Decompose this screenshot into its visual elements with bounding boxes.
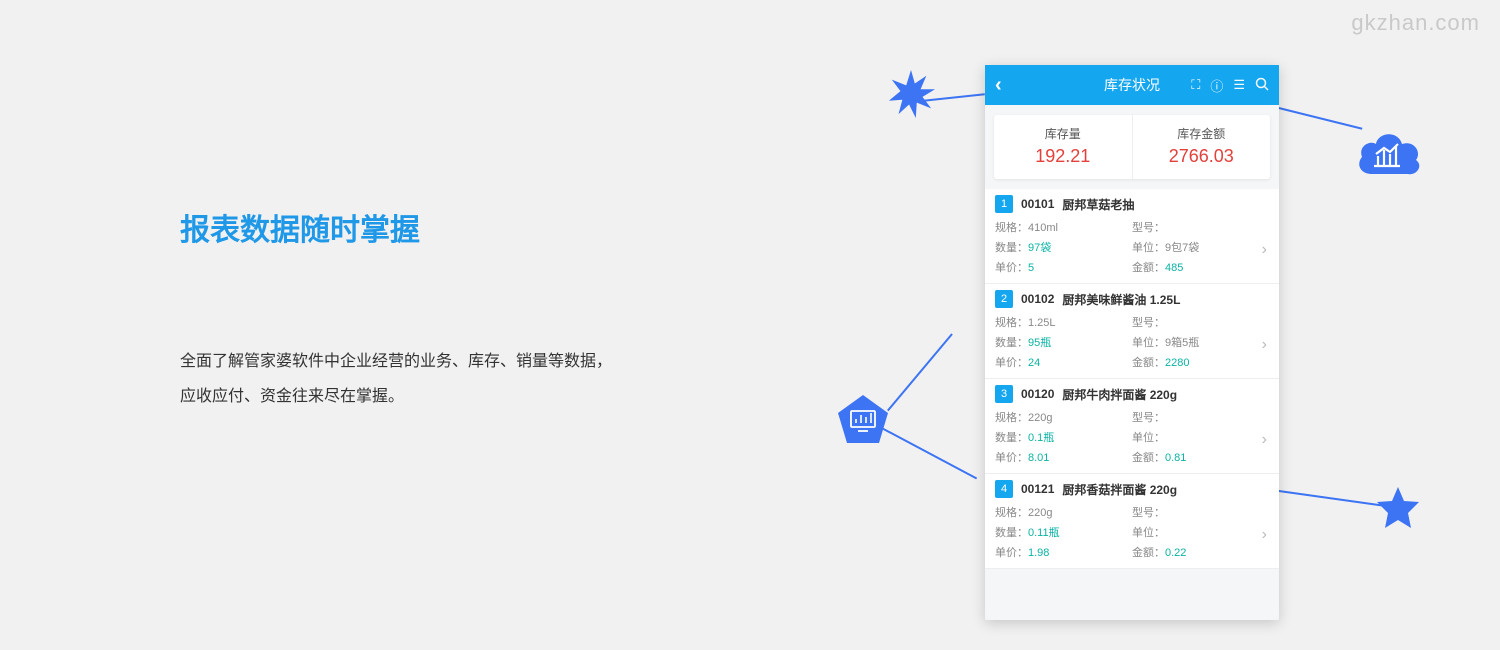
- connector-line: [1279, 490, 1386, 507]
- stock-quantity[interactable]: 库存量 192.21: [994, 115, 1133, 179]
- description: 全面了解管家婆软件中企业经营的业务、库存、销量等数据，应收应付、资金往来尽在掌握…: [180, 344, 620, 414]
- monitor-pentagon-icon: [836, 393, 890, 447]
- info-icon[interactable]: ⓘ: [1210, 76, 1223, 95]
- watermark: gkzhan.com: [1351, 10, 1480, 36]
- item-name: 厨邦牛肉拌面酱 220g: [1062, 386, 1177, 403]
- summary-card: 库存量 192.21 库存金额 2766.03: [994, 115, 1270, 179]
- summary-value: 2766.03: [1133, 146, 1271, 167]
- list-icon[interactable]: ☰: [1233, 77, 1245, 93]
- summary-value: 192.21: [994, 146, 1132, 167]
- search-icon[interactable]: [1255, 77, 1269, 94]
- item-details: 规格：410ml 型号： 数量：97袋 单位：9包7袋 单价：5 金额：485 …: [985, 217, 1279, 283]
- item-details: 规格：220g 型号： 数量：0.11瓶 单位： 单价：1.98 金额：0.22…: [985, 502, 1279, 568]
- unit-field: 单位：: [1132, 524, 1269, 540]
- stock-amount[interactable]: 库存金额 2766.03: [1133, 115, 1271, 179]
- item-details: 规格：1.25L 型号： 数量：95瓶 单位：9箱5瓶 单价：24 金额：228…: [985, 312, 1279, 378]
- item-number: 1: [995, 195, 1013, 213]
- summary-label: 库存量: [994, 125, 1132, 142]
- item-number: 2: [995, 290, 1013, 308]
- chart-cloud-icon: [1354, 126, 1424, 181]
- app-header: ‹ 库存状况 ⛶ ⓘ ☰: [985, 65, 1279, 105]
- amount-field: 金额：2280: [1132, 354, 1269, 370]
- item-code: 00120: [1021, 387, 1054, 401]
- spec-field: 规格：220g: [995, 504, 1132, 520]
- qty-field: 数量：0.1瓶: [995, 429, 1132, 445]
- price-field: 单价：24: [995, 354, 1132, 370]
- unit-field: 单位：9包7袋: [1132, 239, 1269, 255]
- summary-label: 库存金额: [1133, 125, 1271, 142]
- amount-field: 金额：0.81: [1132, 449, 1269, 465]
- spec-field: 规格：220g: [995, 409, 1132, 425]
- spec-field: 规格：410ml: [995, 219, 1132, 235]
- item-name: 厨邦草菇老抽: [1062, 196, 1134, 213]
- connector-line: [1279, 107, 1363, 130]
- star-icon: [1375, 485, 1421, 531]
- inventory-item[interactable]: 2 00102 厨邦美味鲜酱油 1.25L 规格：1.25L 型号： 数量：95…: [985, 284, 1279, 379]
- item-number: 3: [995, 385, 1013, 403]
- amount-field: 金额：0.22: [1132, 544, 1269, 560]
- item-name: 厨邦香菇拌面酱 220g: [1062, 481, 1177, 498]
- burst-icon: [887, 70, 935, 118]
- item-code: 00121: [1021, 482, 1054, 496]
- spec-field: 规格：1.25L: [995, 314, 1132, 330]
- marketing-text: 报表数据随时掌握 全面了解管家婆软件中企业经营的业务、库存、销量等数据，应收应付…: [180, 205, 620, 414]
- unit-field: 单位：: [1132, 429, 1269, 445]
- inventory-item[interactable]: 4 00121 厨邦香菇拌面酱 220g 规格：220g 型号： 数量：0.11…: [985, 474, 1279, 569]
- inventory-item[interactable]: 1 00101 厨邦草菇老抽 规格：410ml 型号： 数量：97袋 单位：9包…: [985, 189, 1279, 284]
- item-header: 4 00121 厨邦香菇拌面酱 220g: [985, 474, 1279, 502]
- phone-mockup: ‹ 库存状况 ⛶ ⓘ ☰ 库存量 192.21 库存金额 2766.03 1 0…: [985, 65, 1279, 620]
- item-name: 厨邦美味鲜酱油 1.25L: [1062, 291, 1180, 308]
- price-field: 单价：5: [995, 259, 1132, 275]
- chevron-right-icon: ›: [1262, 241, 1267, 259]
- price-field: 单价：8.01: [995, 449, 1132, 465]
- chevron-right-icon: ›: [1262, 336, 1267, 354]
- qty-field: 数量：0.11瓶: [995, 524, 1132, 540]
- page-title: 库存状况: [1104, 75, 1160, 95]
- model-field: 型号：: [1132, 219, 1269, 235]
- chevron-right-icon: ›: [1262, 526, 1267, 544]
- connector-line: [879, 426, 977, 479]
- heading: 报表数据随时掌握: [180, 205, 620, 249]
- item-header: 2 00102 厨邦美味鲜酱油 1.25L: [985, 284, 1279, 312]
- scan-icon[interactable]: ⛶: [1191, 77, 1200, 93]
- item-details: 规格：220g 型号： 数量：0.1瓶 单位： 单价：8.01 金额：0.81 …: [985, 407, 1279, 473]
- amount-field: 金额：485: [1132, 259, 1269, 275]
- item-code: 00101: [1021, 197, 1054, 211]
- inventory-item[interactable]: 3 00120 厨邦牛肉拌面酱 220g 规格：220g 型号： 数量：0.1瓶…: [985, 379, 1279, 474]
- model-field: 型号：: [1132, 409, 1269, 425]
- back-icon[interactable]: ‹: [995, 74, 1002, 97]
- model-field: 型号：: [1132, 504, 1269, 520]
- unit-field: 单位：9箱5瓶: [1132, 334, 1269, 350]
- qty-field: 数量：95瓶: [995, 334, 1132, 350]
- connector-line: [887, 333, 953, 411]
- item-header: 3 00120 厨邦牛肉拌面酱 220g: [985, 379, 1279, 407]
- chevron-right-icon: ›: [1262, 431, 1267, 449]
- item-code: 00102: [1021, 292, 1054, 306]
- item-number: 4: [995, 480, 1013, 498]
- item-header: 1 00101 厨邦草菇老抽: [985, 189, 1279, 217]
- price-field: 单价：1.98: [995, 544, 1132, 560]
- header-actions: ⛶ ⓘ ☰: [1191, 76, 1269, 95]
- model-field: 型号：: [1132, 314, 1269, 330]
- qty-field: 数量：97袋: [995, 239, 1132, 255]
